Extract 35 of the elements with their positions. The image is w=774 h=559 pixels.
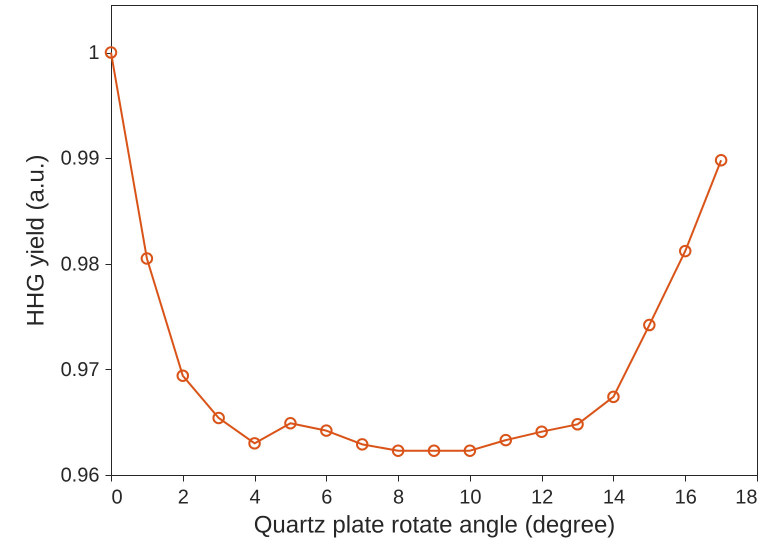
point bbox=[607, 390, 620, 404]
x-tick-label: 16 bbox=[674, 486, 697, 508]
point bbox=[464, 444, 476, 457]
x-tick-label: 14 bbox=[602, 486, 626, 508]
y-tick-label: 0.97 bbox=[60, 358, 100, 381]
point bbox=[320, 424, 333, 437]
x-tick-label: 6 bbox=[321, 486, 332, 508]
x-tick-label: 12 bbox=[531, 486, 554, 508]
x-tick-label: 2 bbox=[178, 486, 189, 508]
y-tick-label: 0.98 bbox=[60, 253, 100, 276]
y-axis-title: HHG yield (a.u.) bbox=[22, 154, 50, 327]
x-axis-title: Quartz plate rotate angle (degree) bbox=[254, 512, 616, 538]
y-tick-label: 0.96 bbox=[60, 464, 100, 486]
point bbox=[643, 318, 656, 332]
point bbox=[571, 418, 584, 431]
point bbox=[140, 252, 154, 265]
point bbox=[535, 425, 548, 438]
y-tick-label: 1 bbox=[88, 42, 100, 64]
point bbox=[176, 369, 190, 382]
point bbox=[356, 438, 368, 451]
point bbox=[212, 412, 225, 424]
x-tick-label: 18 bbox=[735, 486, 758, 508]
x-tick-label: 4 bbox=[249, 486, 261, 508]
point bbox=[284, 417, 297, 430]
x-tick-label: 8 bbox=[393, 486, 404, 508]
point bbox=[428, 444, 440, 457]
x-tick-label: 0 bbox=[112, 486, 123, 508]
y-tick-label: 0.99 bbox=[60, 148, 100, 170]
point bbox=[392, 444, 404, 457]
x-tick-label: 10 bbox=[459, 486, 482, 508]
point bbox=[248, 437, 261, 450]
point bbox=[500, 434, 512, 446]
point bbox=[678, 244, 692, 258]
point bbox=[714, 154, 728, 166]
point bbox=[104, 46, 118, 59]
